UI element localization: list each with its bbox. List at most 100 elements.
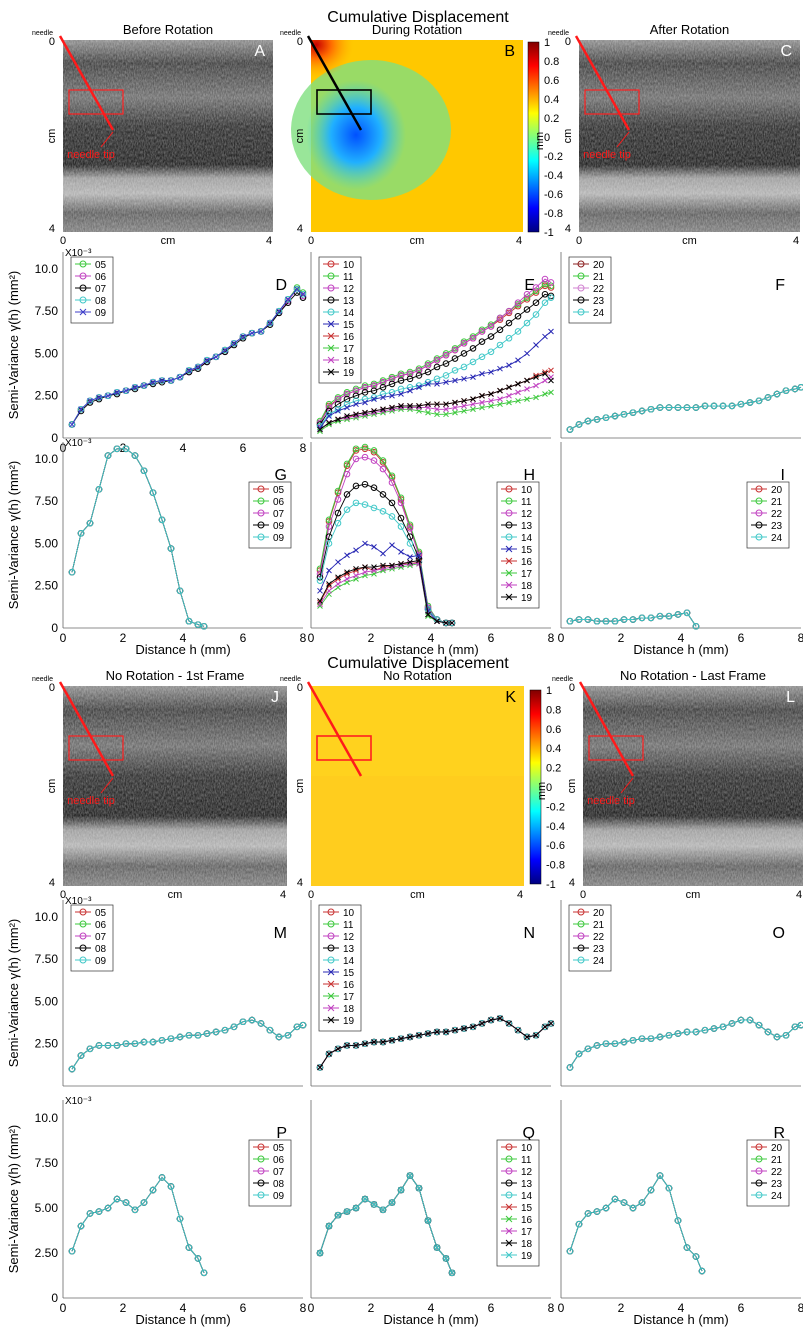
data-point: [334, 395, 342, 403]
legend-label: 14: [343, 956, 355, 967]
data-point: [362, 1196, 368, 1202]
data-point: [68, 568, 76, 576]
data-point: [728, 402, 736, 410]
data-point: [68, 1247, 76, 1255]
data-point: [362, 1040, 368, 1047]
data-point: [638, 407, 646, 415]
data-point: [542, 370, 548, 377]
data-point: [434, 381, 440, 387]
data-point: [797, 383, 803, 391]
panel-letter: A: [254, 43, 265, 60]
data-point: [487, 323, 495, 330]
data-point: [380, 406, 386, 413]
legend-label: 12: [343, 932, 355, 943]
data-point: [185, 1244, 193, 1251]
data-point: [249, 330, 255, 337]
series-line-20: [569, 1174, 703, 1272]
legend-label: 08: [95, 296, 107, 307]
data-point: [389, 404, 395, 411]
colorbar-tick-label: 0.4: [546, 743, 561, 755]
legend-swatch-marker: [327, 296, 335, 304]
data-point: [114, 389, 120, 396]
data-point: [416, 552, 422, 559]
panel-letter: B: [504, 43, 515, 60]
data-point: [344, 569, 350, 576]
data-point: [158, 1037, 166, 1044]
data-point: [407, 554, 413, 560]
legend-swatch-marker: [79, 920, 87, 928]
legend-swatch-marker: [257, 497, 265, 505]
legend-label: 18: [521, 1239, 533, 1250]
y-tick-label: 5.00: [35, 346, 59, 360]
panel-letter: C: [780, 43, 792, 60]
data-point: [647, 1186, 655, 1194]
data-point: [122, 1199, 130, 1206]
data-point: [353, 565, 359, 572]
legend-swatch-marker: [755, 497, 763, 505]
data-point: [194, 621, 202, 628]
data-point: [326, 581, 332, 587]
data-point: [370, 457, 378, 464]
data-point: [397, 514, 405, 522]
data-point: [424, 378, 432, 386]
x-tick-label: 4: [428, 631, 435, 645]
data-point: [275, 307, 283, 315]
data-point: [425, 611, 431, 618]
colorbar-tick-label: -0.2: [546, 801, 565, 813]
x-tick-label: 6: [738, 631, 745, 645]
data-point: [397, 499, 405, 507]
legend-label: 20: [771, 485, 783, 496]
data-point: [547, 1020, 555, 1027]
legend-swatch-marker: [505, 581, 513, 589]
legend-label: 07: [95, 284, 107, 295]
data-point: [344, 413, 350, 419]
data-point: [514, 312, 522, 320]
y-exponent-label: X10⁻³: [65, 1096, 92, 1107]
data-point: [104, 452, 112, 459]
data-point: [665, 612, 673, 620]
data-point: [593, 416, 601, 423]
data-point: [728, 1020, 736, 1027]
data-point: [611, 1040, 619, 1048]
y-exponent-label: X10⁻³: [65, 438, 92, 449]
data-point: [515, 381, 521, 387]
colorbar-unit: mm: [534, 132, 546, 150]
data-point: [629, 616, 637, 623]
x-tick-label: 4: [678, 631, 685, 645]
series-line-19: [319, 559, 452, 624]
legend-swatch-marker: [327, 956, 335, 964]
legend-label: 21: [771, 1155, 783, 1166]
colorbar-tick-label: -0.6: [544, 189, 563, 201]
legend-label: 20: [593, 908, 605, 919]
data-point: [371, 408, 377, 414]
data-point: [497, 387, 503, 394]
colorbar-tick-label: -0.4: [546, 821, 565, 833]
needle-label: needle: [32, 30, 53, 37]
legend-swatch-marker: [755, 1179, 763, 1187]
series-line-13: [319, 1174, 453, 1273]
data-point: [398, 391, 404, 397]
data-point: [335, 576, 341, 582]
data-point: [343, 506, 351, 513]
data-point: [300, 291, 306, 298]
legend-swatch-marker: [505, 521, 513, 529]
legend-label: 12: [521, 509, 533, 520]
x-tick-label: 6: [738, 1301, 745, 1315]
data-point: [506, 362, 512, 369]
data-point: [541, 299, 549, 307]
data-point: [343, 470, 351, 478]
y-tick-label: 7.50: [35, 304, 59, 318]
data-point: [611, 412, 619, 420]
legend-swatch-marker: [327, 332, 335, 340]
image-panel-title: No Rotation: [383, 668, 452, 683]
data-point: [593, 1042, 601, 1049]
data-point: [122, 1040, 130, 1048]
data-point: [398, 560, 404, 567]
data-point: [533, 1032, 539, 1039]
legend-swatch-marker: [327, 1016, 335, 1024]
panel-letter: E: [524, 277, 535, 294]
